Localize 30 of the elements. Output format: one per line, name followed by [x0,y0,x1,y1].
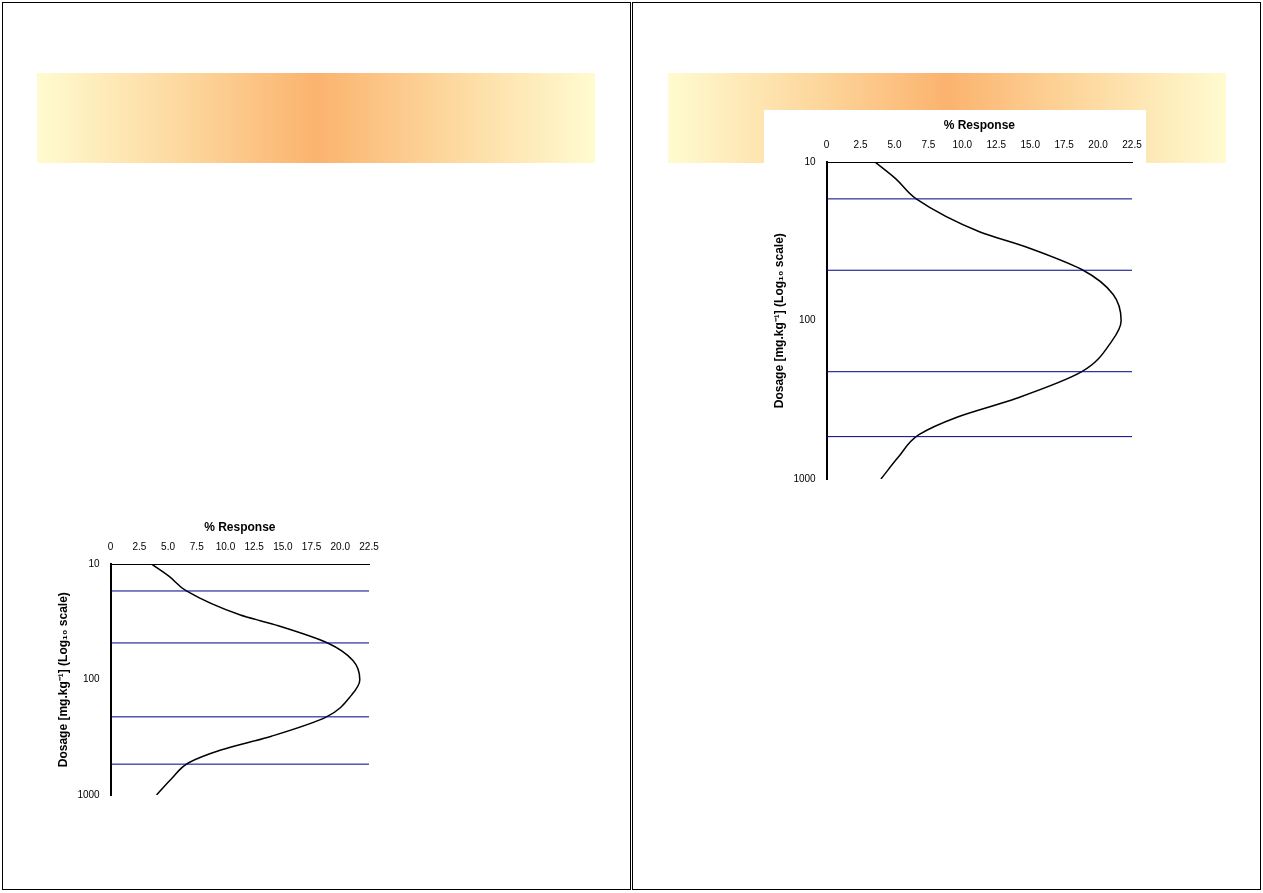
y-tick-label: 1000 [793,472,817,484]
x-tick-label: 17.5 [301,541,322,553]
y-tick-label: 10 [804,156,817,168]
x-tick-label: 10.0 [215,541,236,553]
x-tick-label: 20.0 [1088,139,1109,151]
y-tick-label: 100 [798,314,817,326]
x-tick-label: 22.5 [359,541,380,553]
y-tick-label: 100 [82,673,101,685]
x-tick-label: 12.5 [986,139,1007,151]
x-tick-label: 2.5 [132,541,147,553]
x-tick-label: 20.0 [330,541,351,553]
x-tick-label: 10.0 [952,139,973,151]
x-tick-label: 0 [823,139,830,151]
x-tick-label: 22.5 [1122,139,1143,151]
y-tick-label: 10 [88,558,101,570]
x-axis-title: % Response [204,519,276,534]
x-tick-label: 15.0 [1020,139,1041,151]
x-axis-title: % Response [943,117,1016,132]
x-tick-label: 5.0 [161,541,176,553]
x-tick-label: 15.0 [273,541,294,553]
y-tick-label: 1000 [77,788,101,800]
x-tick-label: 0 [107,541,114,553]
x-tick-label: 2.5 [853,139,868,151]
x-tick-label: 7.5 [921,139,936,151]
y-axis-title: Dosage [mg.kg⁻¹] (Log₁₀ scale) [771,233,786,409]
x-tick-label: 5.0 [887,139,902,151]
x-tick-label: 7.5 [189,541,205,553]
x-tick-label: 12.5 [244,541,265,553]
y-axis-title: Dosage [mg.kg⁻¹] (Log₁₀ scale) [55,592,70,768]
x-tick-label: 17.5 [1054,139,1075,151]
